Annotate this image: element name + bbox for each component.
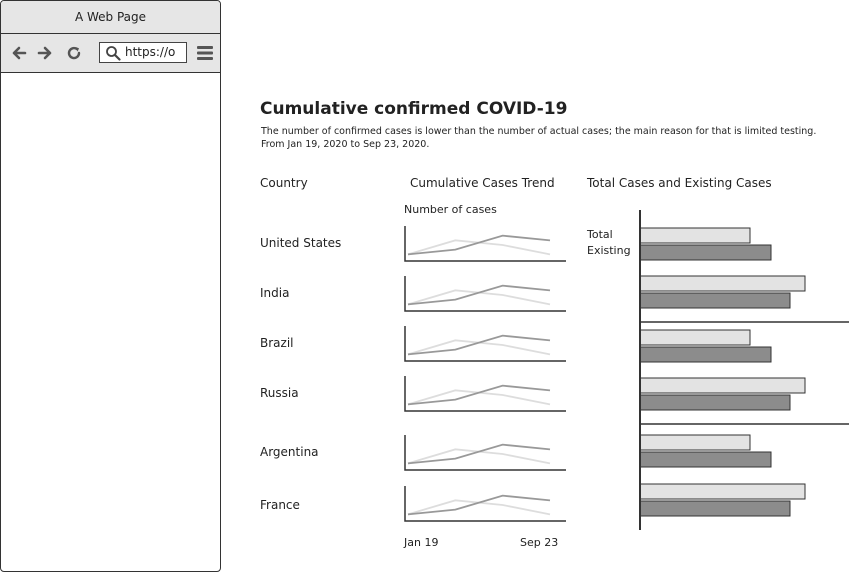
sparkline-series-2 [407, 234, 551, 256]
sparkline-axes [404, 276, 566, 312]
trend-column-header: Cumulative Cases Trend [410, 176, 555, 190]
legend-total: Total [587, 228, 613, 241]
x-tick-end: Sep 23 [520, 536, 559, 549]
bar-total-6 [639, 483, 806, 500]
address-bar[interactable]: https://o [99, 42, 187, 63]
country-column-header: Country [260, 176, 308, 190]
country-label: Argentina [260, 445, 319, 459]
sparkline-axes [404, 226, 566, 262]
sparkline-axes [404, 435, 566, 471]
forward-arrow-icon[interactable] [36, 44, 54, 62]
reload-icon[interactable] [65, 44, 83, 62]
bar-total-4 [639, 377, 806, 394]
legend-existing: Existing [587, 244, 631, 257]
search-icon [106, 46, 121, 61]
country-label: France [260, 498, 300, 512]
browser-window: A Web Page https://o [0, 0, 221, 572]
bars-column-header: Total Cases and Existing Cases [587, 176, 772, 190]
page-subtitle: The number of confirmed cases is lower t… [261, 126, 821, 151]
bar-existing-1 [639, 244, 772, 261]
sparkline-chart [404, 376, 566, 412]
sparkline-series-2 [407, 384, 551, 406]
sparkline-axes [404, 486, 566, 522]
subtitle-line-1: The number of confirmed cases is lower t… [261, 126, 817, 137]
sparkline-chart [404, 486, 566, 522]
address-text: https://o [125, 45, 176, 59]
menu-icon[interactable] [197, 45, 213, 61]
country-label: United States [260, 236, 342, 250]
country-label: India [260, 286, 290, 300]
bar-existing-5 [639, 451, 772, 468]
sparkline-series-2 [407, 494, 551, 516]
bar-existing-3 [639, 346, 772, 363]
bar-existing-2 [639, 292, 791, 309]
bar-existing-4 [639, 394, 791, 411]
x-tick-start: Jan 19 [404, 536, 439, 549]
sparkline-chart [404, 276, 566, 312]
bar-total-1 [639, 227, 751, 244]
bar-total-5 [639, 434, 751, 451]
country-label: Russia [260, 386, 299, 400]
back-arrow-icon[interactable] [10, 44, 28, 62]
country-label: Brazil [260, 336, 294, 350]
sparkline-axes [404, 376, 566, 412]
sparkline-series-2 [407, 334, 551, 356]
bar-existing-6 [639, 500, 791, 517]
browser-title-bar: A Web Page [1, 1, 220, 34]
subtitle-line-2: From Jan 19, 2020 to Sep 23, 2020. [261, 138, 430, 150]
sparkline-chart [404, 226, 566, 262]
trend-axis-title: Number of cases [404, 203, 497, 216]
page-title: Cumulative confirmed COVID-19 [260, 99, 568, 119]
bar-total-2 [639, 275, 806, 292]
sparkline-axes [404, 326, 566, 362]
sparkline-chart [404, 435, 566, 471]
browser-toolbar: https://o [1, 34, 220, 73]
sparkline-chart [404, 326, 566, 362]
browser-title: A Web Page [74, 10, 147, 24]
total-existing-bar-chart [639, 210, 849, 530]
bar-total-3 [639, 329, 751, 346]
sparkline-series-2 [407, 284, 551, 306]
sparkline-series-2 [407, 443, 551, 465]
